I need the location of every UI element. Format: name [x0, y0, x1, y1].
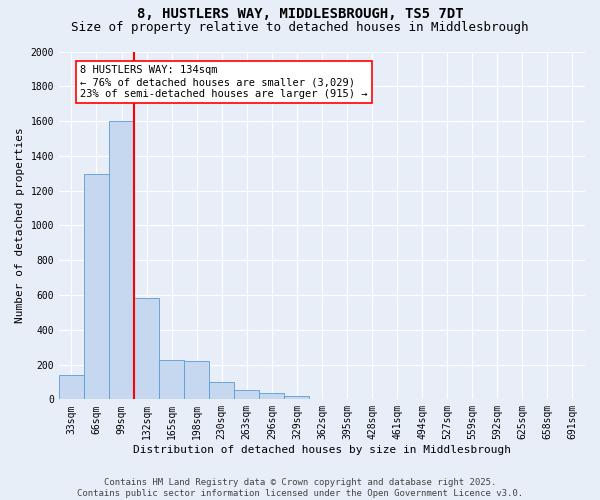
Bar	[184, 361, 209, 400]
X-axis label: Distribution of detached houses by size in Middlesbrough: Distribution of detached houses by size …	[133, 445, 511, 455]
Y-axis label: Number of detached properties: Number of detached properties	[15, 128, 25, 324]
Bar	[109, 121, 134, 400]
Text: Size of property relative to detached houses in Middlesbrough: Size of property relative to detached ho…	[71, 21, 529, 34]
Text: 8 HUSTLERS WAY: 134sqm
← 76% of detached houses are smaller (3,029)
23% of semi-: 8 HUSTLERS WAY: 134sqm ← 76% of detached…	[80, 66, 368, 98]
Bar	[84, 174, 109, 400]
Bar	[134, 298, 159, 400]
Bar	[284, 396, 310, 400]
Bar	[159, 360, 184, 400]
Bar	[209, 382, 234, 400]
Text: Contains HM Land Registry data © Crown copyright and database right 2025.
Contai: Contains HM Land Registry data © Crown c…	[77, 478, 523, 498]
Bar	[259, 393, 284, 400]
Text: 8, HUSTLERS WAY, MIDDLESBROUGH, TS5 7DT: 8, HUSTLERS WAY, MIDDLESBROUGH, TS5 7DT	[137, 8, 463, 22]
Bar	[59, 375, 84, 400]
Bar	[234, 390, 259, 400]
